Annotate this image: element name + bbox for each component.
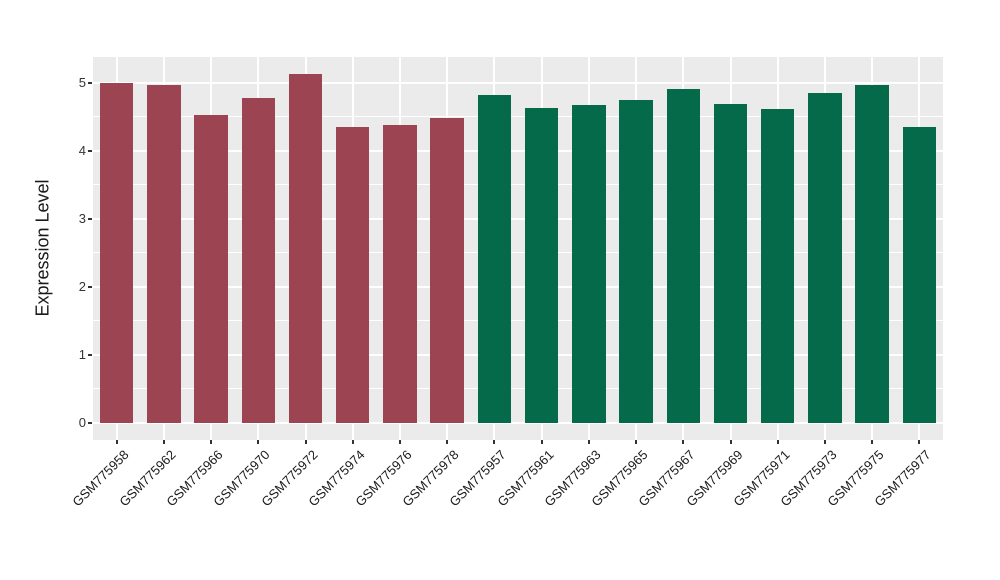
major-gridline — [93, 217, 943, 220]
x-tick-mark — [398, 440, 401, 444]
x-tick-mark — [823, 440, 826, 444]
bar — [383, 125, 417, 423]
minor-gridline — [93, 388, 943, 390]
minor-gridline — [93, 116, 943, 118]
minor-gridline — [93, 184, 943, 186]
bar — [761, 109, 795, 423]
x-tick-mark — [871, 440, 874, 444]
bar — [666, 89, 700, 423]
x-tick-mark — [351, 440, 354, 444]
minor-gridline — [93, 252, 943, 254]
bar — [336, 127, 370, 423]
bar — [855, 84, 889, 423]
y-tick-label: 5 — [78, 74, 86, 90]
y-tick-label: 4 — [78, 142, 86, 158]
major-gridline — [93, 422, 943, 424]
x-tick-mark — [493, 440, 496, 444]
bar — [147, 85, 181, 423]
x-tick-mark — [729, 440, 732, 444]
minor-gridline — [93, 320, 943, 322]
x-tick-mark — [257, 440, 260, 444]
bar — [619, 99, 653, 423]
x-tick-mark — [446, 440, 449, 444]
x-tick-mark — [635, 440, 638, 444]
y-axis-title: Expression Level — [32, 179, 53, 317]
bar — [808, 93, 842, 423]
y-tick-label: 2 — [78, 278, 86, 294]
bar — [713, 104, 748, 423]
bar — [288, 74, 323, 423]
y-tick-label: 0 — [78, 415, 86, 430]
bar — [902, 126, 937, 423]
y-tick-mark — [88, 353, 92, 356]
x-tick-mark — [918, 440, 921, 444]
major-gridline — [93, 285, 943, 288]
y-tick-mark — [88, 285, 92, 288]
major-gridline — [93, 81, 943, 84]
x-tick-mark — [115, 440, 118, 444]
x-tick-mark — [162, 440, 165, 444]
y-tick-mark — [88, 217, 92, 220]
bar — [477, 94, 512, 423]
y-tick-mark — [88, 81, 92, 84]
x-tick-mark — [304, 440, 307, 444]
x-tick-mark — [210, 440, 213, 444]
x-tick-mark — [776, 440, 779, 444]
bar — [241, 98, 275, 423]
y-tick-mark — [88, 422, 92, 424]
y-tick-label: 3 — [78, 210, 86, 226]
bar — [430, 117, 464, 423]
x-tick-mark — [682, 440, 685, 444]
major-gridline — [93, 353, 943, 356]
x-tick-mark — [540, 440, 543, 444]
x-tick-mark — [587, 440, 590, 444]
bar — [572, 104, 606, 423]
bar — [194, 115, 228, 423]
major-gridline — [93, 149, 943, 152]
plot-panel — [93, 57, 943, 440]
y-tick-label: 1 — [78, 346, 86, 362]
y-tick-mark — [88, 149, 92, 152]
bar — [99, 82, 134, 423]
bar — [524, 107, 559, 423]
